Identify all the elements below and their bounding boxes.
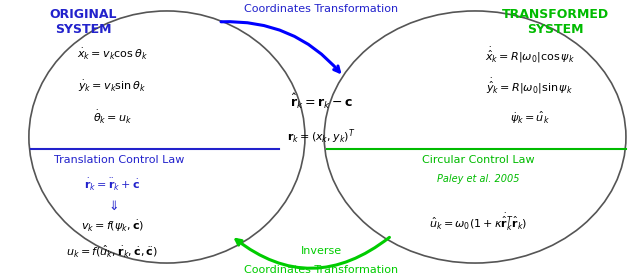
Text: Circular Control Law: Circular Control Law: [422, 155, 535, 165]
Text: Coordinates Transformation: Coordinates Transformation: [244, 265, 398, 274]
Text: $\dot{\hat{y}}_k = R|\omega_0|\sin \psi_k$: $\dot{\hat{y}}_k = R|\omega_0|\sin \psi_…: [486, 76, 573, 96]
Text: Translation Control Law: Translation Control Law: [53, 155, 184, 165]
Text: $u_k = f(\hat{u}_k, \dot{\mathbf{r}}_k, \dot{\mathbf{c}}, \ddot{\mathbf{c}})$: $u_k = f(\hat{u}_k, \dot{\mathbf{r}}_k, …: [66, 243, 159, 259]
Text: $\Downarrow$: $\Downarrow$: [106, 200, 119, 213]
Text: $\dot{\hat{x}}_k = R|\omega_0|\cos \psi_k$: $\dot{\hat{x}}_k = R|\omega_0|\cos \psi_…: [485, 45, 575, 65]
Text: Coordinates Transformation: Coordinates Transformation: [244, 4, 398, 14]
Text: $\dot{\theta}_k = u_k$: $\dot{\theta}_k = u_k$: [92, 109, 132, 126]
Text: $\dot{x}_k = v_k \cos \theta_k$: $\dot{x}_k = v_k \cos \theta_k$: [77, 47, 148, 62]
Text: $\hat{u}_k = \omega_0(1 + \kappa\dot{\hat{\mathbf{r}}}_k^T\hat{\mathbf{r}}_k)$: $\hat{u}_k = \omega_0(1 + \kappa\dot{\ha…: [429, 211, 528, 233]
Text: $\mathbf{r}_k = (x_k, y_k)^T$: $\mathbf{r}_k = (x_k, y_k)^T$: [287, 128, 355, 146]
Text: ORIGINAL
SYSTEM: ORIGINAL SYSTEM: [49, 8, 117, 36]
Text: Inverse: Inverse: [300, 246, 342, 256]
Text: $\dot{\mathbf{r}}_k = \ddot{\mathbf{r}}_k + \dot{\mathbf{c}}$: $\dot{\mathbf{r}}_k = \ddot{\mathbf{r}}_…: [84, 177, 141, 193]
Text: Paley et al. 2005: Paley et al. 2005: [437, 175, 519, 184]
Text: $\dot{\psi}_k = \hat{u}_k$: $\dot{\psi}_k = \hat{u}_k$: [510, 110, 550, 126]
Text: TRANSFORMED
SYSTEM: TRANSFORMED SYSTEM: [502, 8, 609, 36]
Text: $v_k = f(\psi_k, \dot{\mathbf{c}})$: $v_k = f(\psi_k, \dot{\mathbf{c}})$: [81, 218, 144, 234]
Text: $\hat{\mathbf{r}}_k = \mathbf{r}_k - \mathbf{c}$: $\hat{\mathbf{r}}_k = \mathbf{r}_k - \ma…: [290, 92, 352, 111]
Text: $\dot{y}_k = v_k \sin \theta_k$: $\dot{y}_k = v_k \sin \theta_k$: [78, 79, 146, 94]
